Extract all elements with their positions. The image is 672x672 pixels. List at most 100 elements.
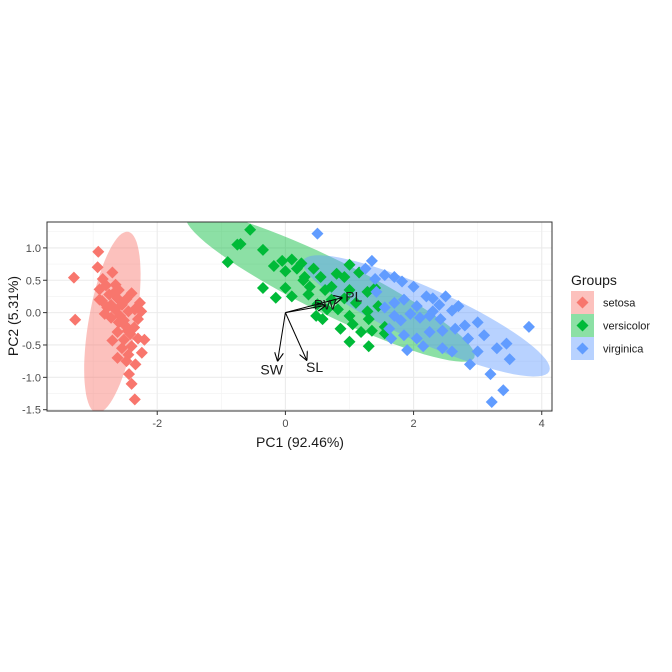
point-virginica (497, 384, 510, 397)
loading-arrow-sl (284, 312, 306, 360)
legend-label-versicolor: versicolor (603, 321, 650, 333)
point-virginica (397, 329, 410, 342)
point-setosa (138, 333, 151, 346)
legend-label-setosa: setosa (603, 298, 636, 310)
point-versicolor (269, 291, 282, 304)
point-versicolor (325, 280, 338, 293)
point-virginica (522, 320, 535, 333)
point-setosa (129, 358, 142, 371)
point-setosa (93, 293, 106, 306)
point-virginica (423, 326, 436, 339)
point-virginica (365, 254, 378, 267)
point-virginica (359, 262, 372, 275)
y-tick-label: -1.0 (22, 372, 41, 384)
point-virginica (370, 285, 383, 298)
point-versicolor (361, 305, 374, 318)
point-virginica (407, 280, 420, 293)
point-versicolor (346, 318, 359, 331)
point-versicolor (310, 309, 323, 322)
point-virginica (458, 319, 471, 332)
point-setosa (117, 314, 130, 327)
point-versicolor (244, 223, 257, 236)
point-setosa (123, 368, 136, 381)
point-virginica (485, 395, 498, 408)
point-versicolor (285, 253, 298, 266)
point-versicolor (362, 313, 375, 326)
point-setosa (91, 261, 104, 274)
point-setosa (117, 333, 130, 346)
loading-label-pl: PL (345, 289, 362, 305)
point-setosa (112, 283, 125, 296)
point-versicolor (267, 260, 280, 273)
point-virginica (452, 300, 465, 313)
point-versicolor (221, 256, 234, 269)
point-versicolor (298, 271, 311, 284)
point-setosa (121, 324, 134, 337)
point-versicolor (343, 283, 356, 296)
point-virginica (436, 324, 449, 337)
x-tick-label: 0 (282, 418, 288, 430)
point-virginica (388, 296, 401, 309)
data-points (67, 223, 535, 408)
point-setosa (67, 271, 80, 284)
point-versicolor (365, 324, 378, 337)
loading-label-pw: PW (314, 296, 337, 312)
point-virginica (417, 340, 430, 353)
point-versicolor (343, 335, 356, 348)
point-setosa (120, 293, 133, 306)
point-versicolor (343, 258, 356, 271)
point-virginica (401, 344, 414, 357)
x-tick-label: 2 (411, 418, 417, 430)
legend-label-virginica: virginica (603, 344, 644, 356)
point-setosa (120, 355, 133, 368)
point-setosa (128, 393, 141, 406)
point-virginica (396, 275, 409, 288)
point-setosa (69, 313, 82, 326)
x-tick-label: -2 (152, 418, 162, 430)
point-versicolor (303, 280, 316, 293)
point-versicolor (307, 262, 320, 275)
point-setosa (106, 334, 119, 347)
point-virginica (388, 271, 401, 284)
point-virginica (503, 353, 516, 366)
point-setosa (106, 266, 119, 279)
loading-arrows: PL PW SL SW (260, 289, 362, 378)
point-virginica (397, 293, 410, 306)
point-virginica (423, 309, 436, 322)
point-virginica (311, 227, 324, 240)
point-setosa (135, 305, 148, 318)
point-versicolor (276, 254, 289, 267)
point-virginica (436, 342, 449, 355)
point-setosa (111, 326, 124, 339)
point-virginica (484, 368, 497, 381)
loading-arrow-pl (285, 298, 341, 314)
point-virginica (446, 345, 459, 358)
y-tick-label: -0.5 (22, 340, 41, 352)
y-axis-ticks: -1.5 -1.0 -0.5 0.0 0.5 1.0 (22, 243, 47, 417)
point-virginica (449, 322, 462, 335)
legend-marker-virginica (576, 342, 589, 355)
point-virginica (478, 329, 491, 342)
point-versicolor (330, 267, 343, 280)
point-versicolor (355, 326, 368, 339)
point-setosa (115, 342, 128, 355)
x-axis-ticks: -2 0 2 4 (152, 411, 545, 430)
point-virginica (410, 332, 423, 345)
point-setosa (133, 296, 146, 309)
legend-marker-setosa (576, 296, 589, 309)
point-virginica (383, 322, 396, 335)
point-versicolor (334, 322, 347, 335)
point-setosa (125, 287, 138, 300)
point-virginica (490, 342, 503, 355)
point-virginica (413, 311, 426, 324)
loading-arrow-pw (285, 305, 325, 314)
point-virginica (426, 292, 439, 305)
point-virginica (434, 313, 447, 326)
point-virginica (378, 269, 391, 282)
point-setosa (125, 377, 138, 390)
legend-title: Groups (571, 272, 617, 288)
point-virginica (471, 316, 484, 329)
point-virginica (471, 345, 484, 358)
point-versicolor (362, 340, 375, 353)
